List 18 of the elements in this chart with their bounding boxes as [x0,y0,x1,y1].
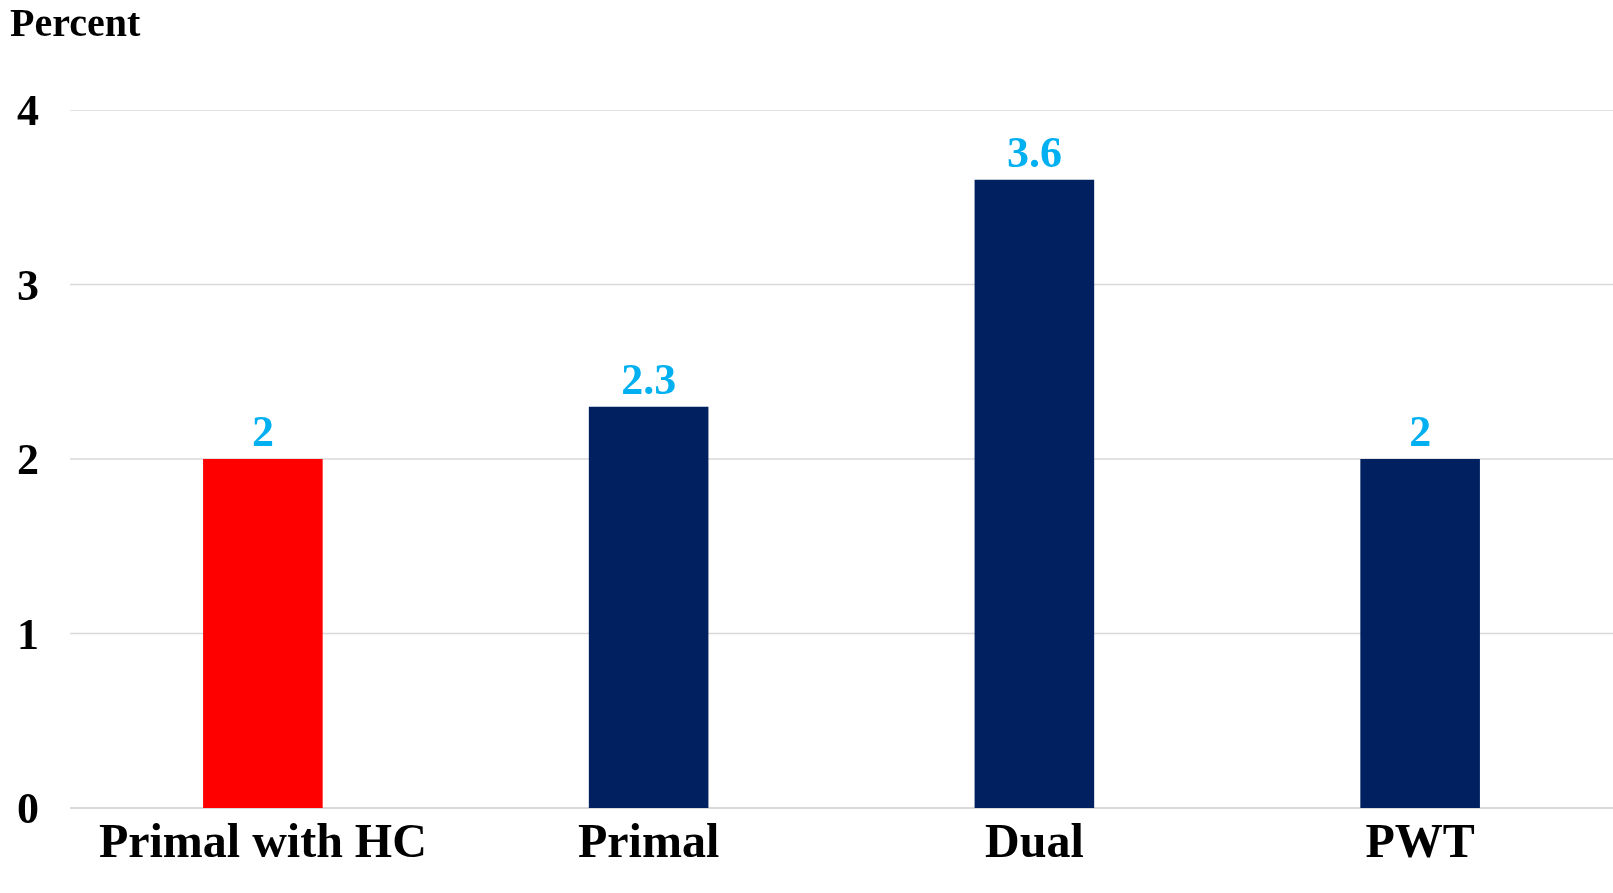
y-tick-label: 4 [17,86,39,136]
bar [588,406,709,808]
x-tick-label: PWT [1365,814,1475,867]
y-tick-label: 2 [17,435,39,485]
x-tick-label: Primal with HC [98,814,427,867]
data-label: 2 [251,407,274,456]
y-tick-label: 0 [17,784,39,834]
y-axis-title: Percent [10,0,141,45]
y-tick-label: 1 [17,609,39,659]
bar [974,179,1095,808]
data-label: 2.3 [621,354,677,404]
y-tick-label: 3 [17,260,39,310]
data-label: 2 [1409,407,1432,456]
x-tick-label: Primal [577,814,720,867]
x-tick-label: Dual [985,814,1084,867]
data-label: 3.6 [1006,127,1062,177]
bar [203,459,323,808]
bar [1360,459,1480,808]
